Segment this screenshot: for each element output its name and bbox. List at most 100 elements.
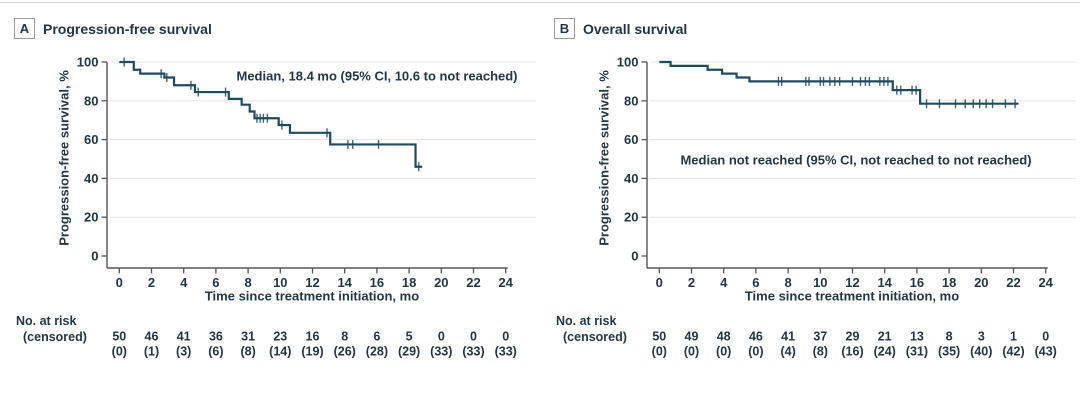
y-tick-label-80: 80 (84, 93, 98, 108)
panel-a-censored-label: (censored) (23, 330, 87, 344)
censor-mark-15 (415, 162, 423, 172)
censor-mark-26 (982, 99, 990, 109)
censor-mark-4 (194, 87, 202, 97)
censored-count-12: (16) (841, 345, 863, 359)
censor-mark-17 (897, 85, 905, 95)
x-tick-label-6: 6 (212, 275, 219, 290)
censored-count-10: (14) (269, 345, 291, 359)
censored-count-8: (8) (240, 345, 255, 359)
at-risk-count-8: 31 (241, 330, 255, 344)
x-tick-label-20: 20 (434, 275, 448, 290)
at-risk-count-12: 16 (306, 330, 320, 344)
at-risk-count-14: 8 (341, 330, 348, 344)
at-risk-count-8: 41 (781, 330, 795, 344)
panel-b-letter-badge: B (554, 18, 575, 39)
censor-mark-12 (865, 76, 873, 86)
censor-mark-22 (952, 99, 960, 109)
panel-b-median-annotation: Median not reached (95% CI, not reached … (680, 152, 1032, 168)
y-tick-label-40: 40 (624, 171, 638, 186)
censored-count-18: (29) (398, 345, 420, 359)
censored-count-4: (0) (716, 345, 731, 359)
censored-count-24: (43) (1035, 345, 1057, 359)
censored-count-14: (26) (334, 345, 356, 359)
panel-overall-survival: 0 20 40 60 80 100 0 2 4 6 8 10 12 14 16 18 20 22 24 50 49 48 4… (540, 0, 1080, 400)
at-risk-count-0: 50 (112, 330, 126, 344)
censored-count-24: (33) (495, 345, 517, 359)
x-tick-label-22: 22 (466, 275, 480, 290)
y-tick-label-60: 60 (624, 132, 638, 147)
x-tick-label-14: 14 (877, 275, 892, 290)
x-tick-label-2: 2 (688, 275, 695, 290)
y-tick-label-100: 100 (77, 55, 99, 70)
censored-count-14: (24) (874, 345, 896, 359)
at-risk-count-20: 3 (978, 330, 985, 344)
censor-mark-8 (836, 76, 844, 86)
censor-mark-15 (884, 76, 892, 86)
y-tick-label-40: 40 (84, 171, 98, 186)
at-risk-count-2: 49 (685, 330, 699, 344)
panel-b-x-axis-title: Time since treatment initiation, mo (744, 288, 960, 304)
x-tick-label-10: 10 (273, 275, 287, 290)
x-tick-label-2: 2 (148, 275, 155, 290)
at-risk-count-22: 0 (470, 330, 477, 344)
y-tick-label-60: 60 (84, 132, 98, 147)
at-risk-count-0: 50 (652, 330, 666, 344)
censored-count-16: (31) (906, 345, 928, 359)
censor-mark-10 (278, 120, 286, 130)
x-tick-label-8: 8 (784, 275, 791, 290)
at-risk-count-14: 21 (878, 330, 892, 344)
y-tick-label-80: 80 (624, 93, 638, 108)
censor-mark-19 (912, 85, 920, 95)
censor-mark-11 (323, 128, 331, 138)
x-tick-label-4: 4 (180, 275, 188, 290)
censor-mark-1 (778, 76, 786, 86)
y-tick-label-20: 20 (84, 210, 98, 225)
survival-curve (659, 60, 1019, 105)
censored-count-2: (1) (144, 345, 159, 359)
at-risk-count-6: 36 (209, 330, 223, 344)
censor-mark-3 (805, 76, 813, 86)
panel-b-header: B Overall survival (554, 18, 687, 39)
at-risk-count-22: 1 (1010, 330, 1017, 344)
censored-count-16: (28) (366, 345, 388, 359)
x-tick-label-14: 14 (337, 275, 352, 290)
y-tick-label-20: 20 (624, 210, 638, 225)
censor-mark-21 (935, 99, 943, 109)
censor-mark-13 (349, 139, 357, 149)
at-risk-count-24: 0 (502, 330, 509, 344)
x-tick-label-16: 16 (910, 275, 924, 290)
panel-a-x-axis-title: Time since treatment initiation, mo (204, 288, 420, 304)
at-risk-count-20: 0 (438, 330, 445, 344)
at-risk-count-18: 5 (406, 330, 413, 344)
censored-count-8: (4) (780, 345, 795, 359)
panel-a-title: Progression-free survival (43, 20, 212, 37)
censor-mark-29 (1011, 99, 1019, 109)
x-tick-label-24: 24 (498, 275, 513, 290)
censored-count-0: (0) (652, 345, 667, 359)
x-tick-label-0: 0 (116, 275, 123, 290)
censored-count-20: (40) (970, 345, 992, 359)
x-tick-label-6: 6 (752, 275, 759, 290)
at-risk-count-24: 0 (1042, 330, 1049, 344)
x-tick-label-22: 22 (1006, 275, 1020, 290)
censor-mark-5 (222, 87, 230, 97)
censor-mark-24 (969, 99, 977, 109)
censored-count-0: (0) (112, 345, 127, 359)
x-tick-label-12: 12 (845, 275, 859, 290)
censored-count-18: (35) (938, 345, 960, 359)
x-tick-label-10: 10 (813, 275, 827, 290)
censor-mark-0 (120, 57, 128, 67)
censor-mark-14 (375, 139, 383, 149)
panel-a-median-annotation: Median, 18.4 mo (95% CI, 10.6 to not rea… (236, 68, 518, 84)
panel-b-title: Overall survival (583, 20, 688, 37)
censor-mark-9 (849, 76, 856, 86)
panel-progression-free-survival: 0 20 40 60 80 100 0 2 4 6 8 10 12 14 16 18 20 22 24 50 46 41 3… (14, 18, 536, 359)
survival-curve (119, 60, 422, 168)
x-tick-label-4: 4 (720, 275, 728, 290)
censor-mark-1 (157, 69, 165, 79)
y-tick-label-0: 0 (631, 249, 638, 264)
at-risk-count-6: 46 (749, 330, 763, 344)
